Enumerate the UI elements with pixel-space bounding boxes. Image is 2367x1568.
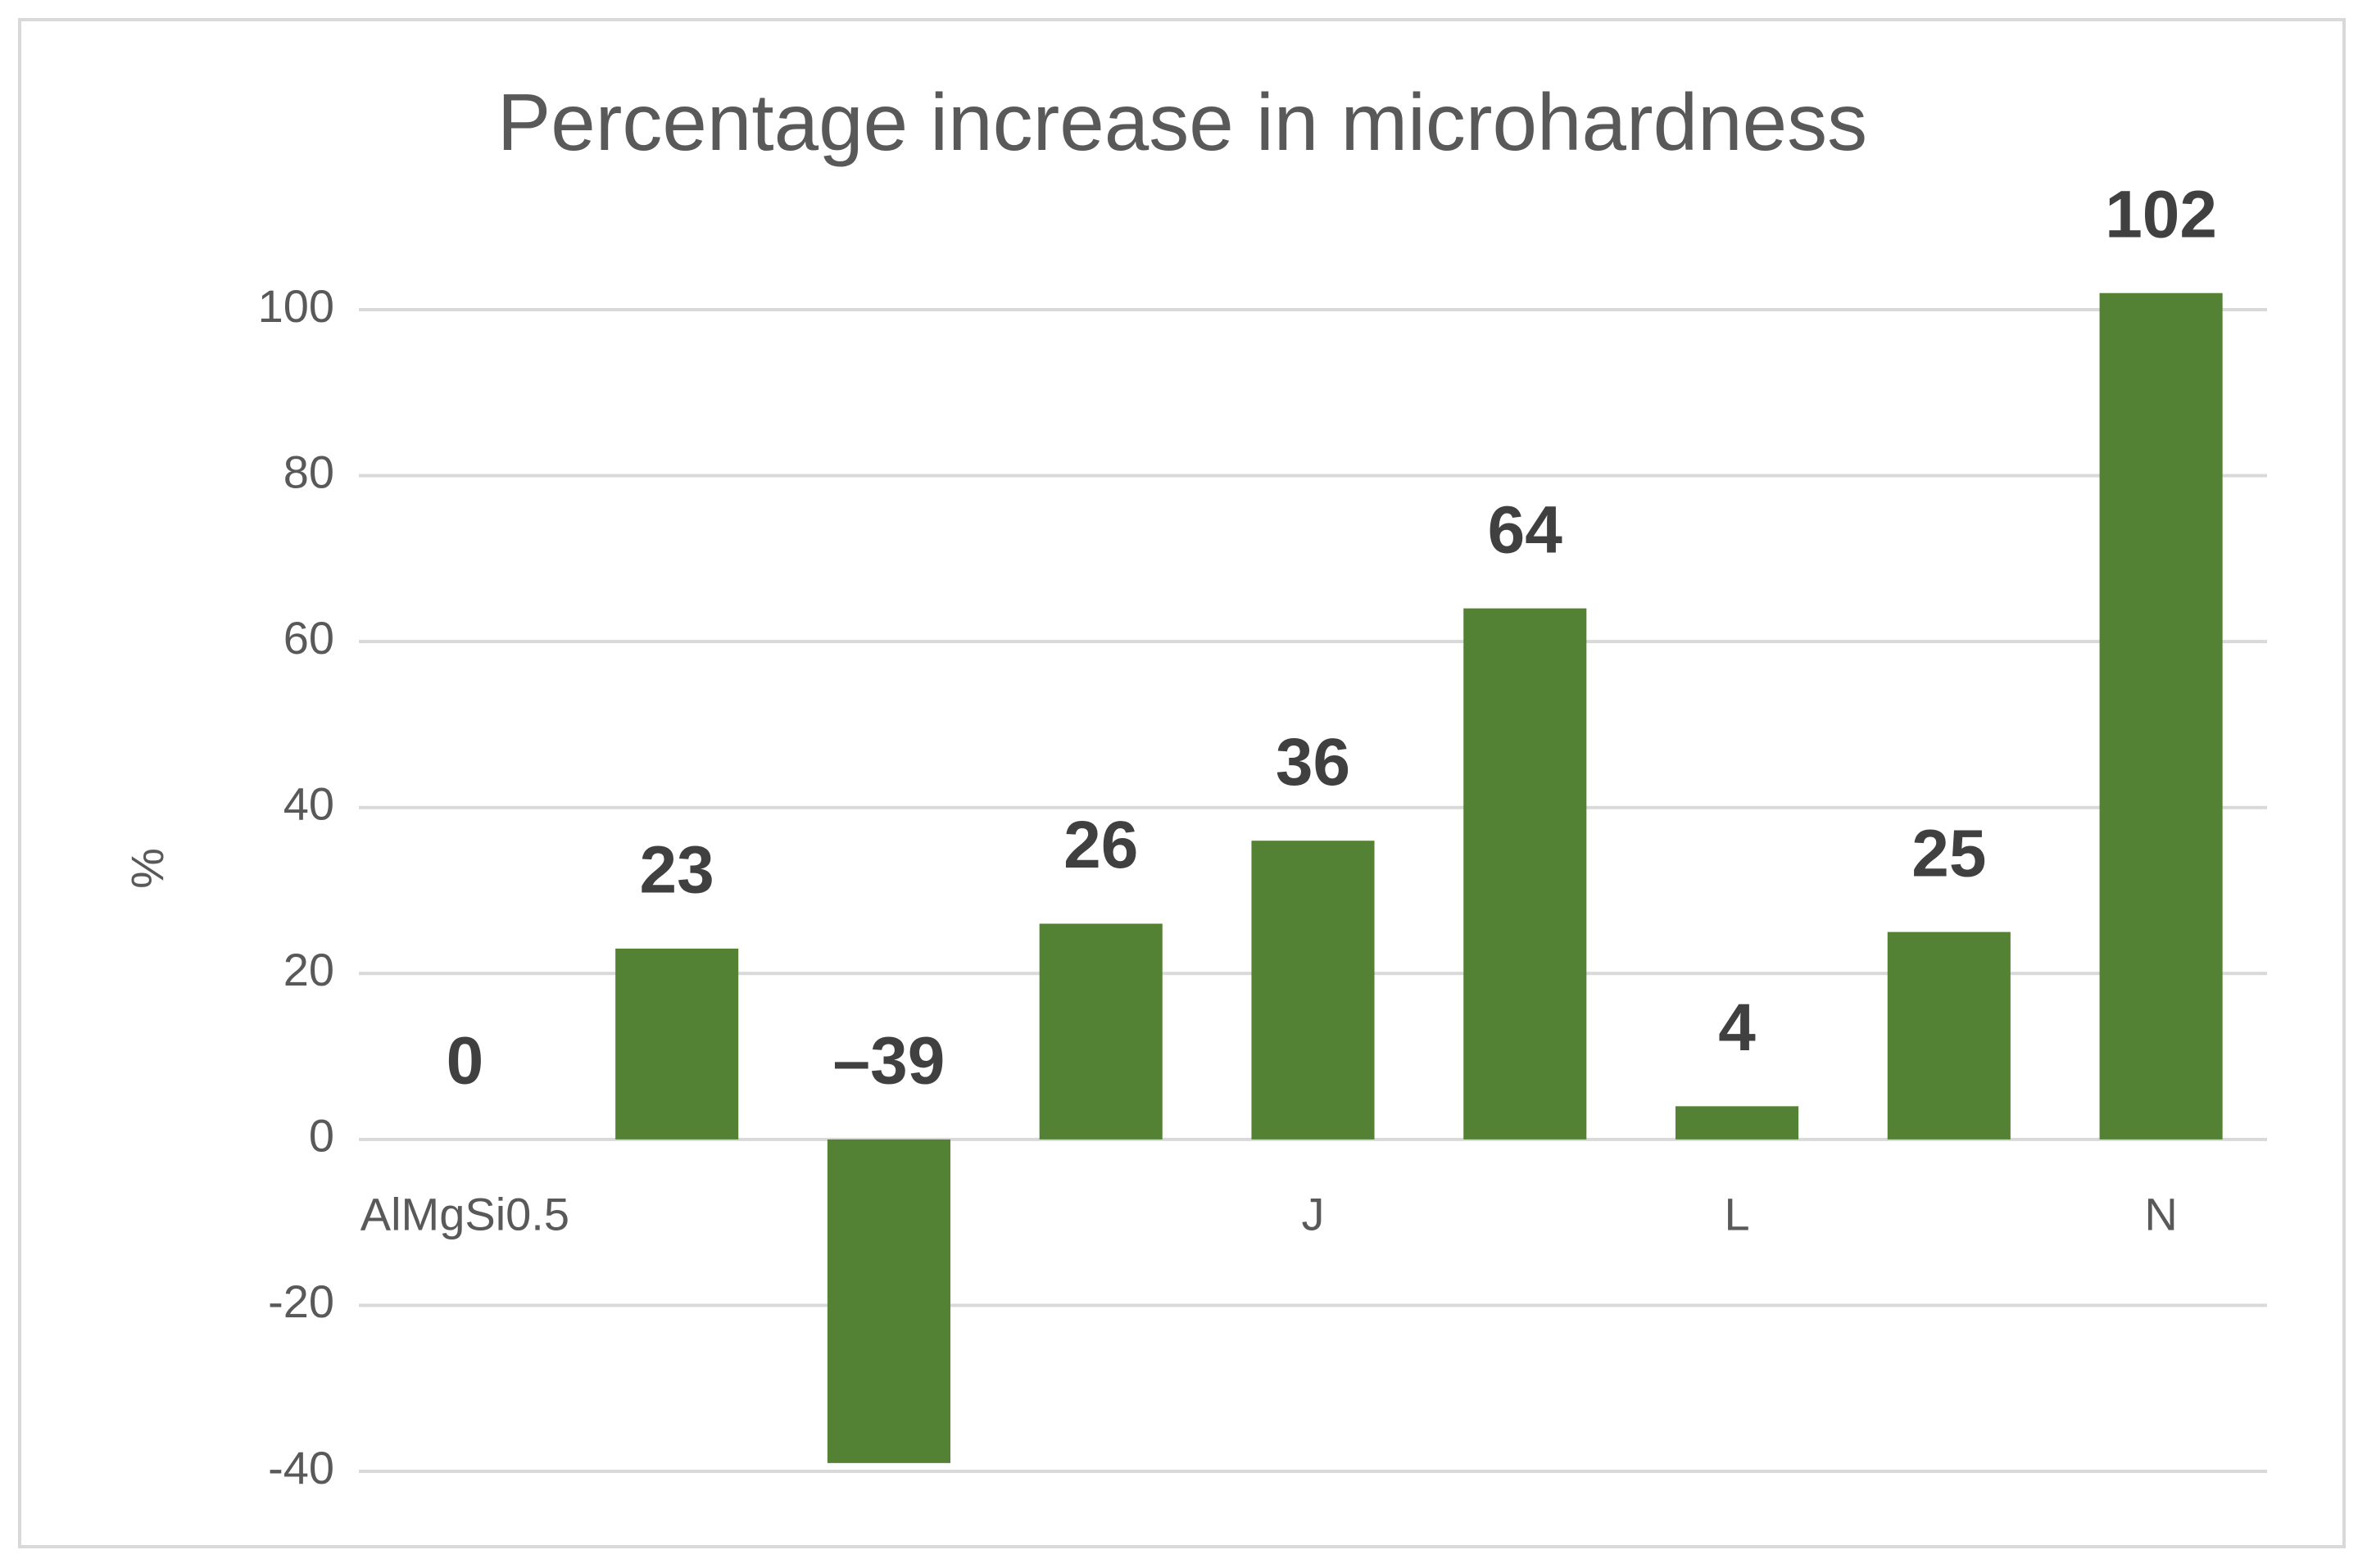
y-tick-label: 60 [283, 612, 334, 664]
y-tick-label: 40 [283, 778, 334, 830]
y-tick-label: -20 [268, 1276, 334, 1327]
bar [1039, 923, 1163, 1140]
chart-title: Percentage increase in microhardness [497, 77, 1867, 167]
x-tick-label: J [1302, 1189, 1325, 1240]
bar [1251, 841, 1375, 1140]
data-label: –39 [833, 1024, 945, 1099]
y-axis-label: % [121, 848, 173, 889]
x-tick-label: L [1724, 1189, 1749, 1240]
bar [1887, 931, 2011, 1140]
data-label: 64 [1488, 492, 1563, 567]
bar [615, 948, 739, 1140]
data-label: 25 [1911, 816, 1986, 890]
data-label: 23 [640, 833, 714, 908]
chart-border [18, 18, 2346, 1548]
data-label: 0 [447, 1024, 484, 1099]
data-label: 26 [1063, 808, 1138, 882]
y-tick-label: 100 [258, 280, 334, 332]
y-tick-label: 0 [309, 1110, 334, 1162]
bar [827, 1139, 950, 1463]
bar [2099, 292, 2223, 1140]
x-tick-label: N [2144, 1189, 2177, 1240]
y-tick-label: 20 [283, 944, 334, 995]
data-label: 102 [2105, 177, 2217, 252]
bar [1463, 608, 1587, 1140]
data-label: 36 [1276, 725, 1350, 800]
y-tick-label: -40 [268, 1442, 334, 1493]
x-tick-label: AlMgSi0.5 [360, 1189, 569, 1240]
bar [1675, 1106, 1799, 1140]
y-tick-label: 80 [283, 446, 334, 497]
data-label: 4 [1718, 990, 1756, 1065]
